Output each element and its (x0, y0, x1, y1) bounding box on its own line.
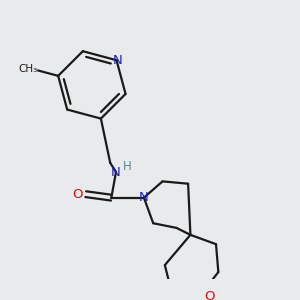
Text: CH₃: CH₃ (18, 64, 38, 74)
Text: N: N (113, 54, 123, 67)
Text: O: O (204, 290, 214, 300)
Text: N: N (111, 166, 121, 178)
Text: O: O (72, 188, 83, 201)
Text: H: H (123, 160, 132, 173)
Text: N: N (139, 191, 149, 204)
